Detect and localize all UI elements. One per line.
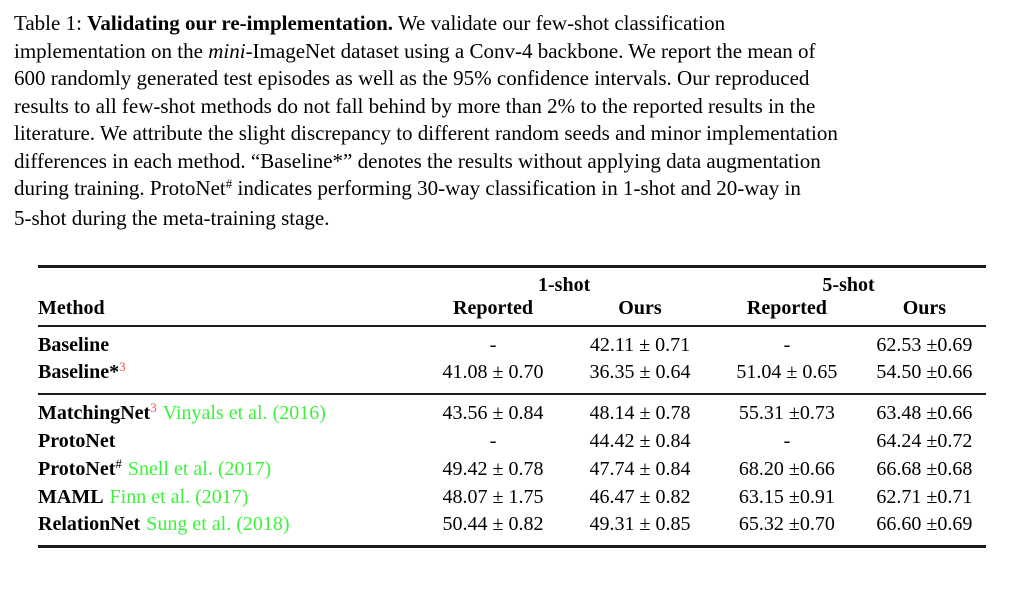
col-header-method: Method: [38, 297, 105, 319]
cell-1shot-reported: 41.08 ± 0.70: [442, 361, 544, 383]
citation-link[interactable]: Snell et al. (2017): [127, 457, 272, 480]
cell-5shot-ours: 66.68 ±0.68: [876, 457, 973, 480]
cell-5shot-ours: 64.24 ±0.72: [876, 429, 973, 452]
cell-5shot-ours: 54.50 ±0.66: [876, 361, 973, 383]
cell-1shot-ours: 47.74 ± 0.84: [589, 457, 691, 480]
cell-1shot-reported: 43.56 ± 0.84: [442, 402, 544, 424]
cell-5shot-ours: 63.48 ±0.66: [876, 402, 973, 424]
cell-1shot-ours: 36.35 ± 0.64: [589, 361, 691, 383]
table-row: ProtoNet# Snell et al. (2017) 49.42 ± 0.7…: [38, 455, 986, 483]
col-header-5shot-ours: Ours: [902, 297, 947, 319]
method-cell: Baseline: [38, 326, 417, 359]
caption-text: implementation on the: [14, 38, 209, 63]
cell-5shot-reported: 65.32 ±0.70: [738, 513, 835, 535]
method-cell: Baseline*3: [38, 359, 417, 394]
cell-5shot-reported: 68.20 ±0.66: [738, 457, 835, 480]
fewshot-methods-row-group: MatchingNet3 Vinyals et al. (2016) 43.56 …: [38, 394, 986, 547]
citation-link[interactable]: Finn et al. (2017): [109, 485, 249, 508]
caption-table-number: Table 1:: [14, 11, 88, 35]
cell-1shot-reported: -: [489, 334, 497, 356]
results-table: 1-shot 5-shot Method Reported Ours Repor…: [38, 265, 986, 548]
cell-5shot-reported: 55.31 ±0.73: [738, 402, 835, 424]
table-group-header-row: 1-shot 5-shot: [38, 267, 986, 298]
table-row: MatchingNet3 Vinyals et al. (2016) 43.56 …: [38, 394, 986, 427]
caption-line: implementation on the mini-ImageNet data…: [14, 38, 1018, 66]
cell-1shot-ours: 46.47 ± 0.82: [589, 485, 691, 508]
cell-1shot-ours: 42.11 ± 0.71: [589, 334, 691, 356]
cell-1shot-reported: 50.44 ± 0.82: [442, 513, 544, 535]
cell-5shot-ours: 62.71 ±0.71: [876, 485, 973, 508]
table-row: Baseline - 42.11 ± 0.71 - 62.53 ±0.69: [38, 326, 986, 359]
method-cell: MAML Finn et al. (2017): [38, 483, 417, 511]
citation-link[interactable]: Sung et al. (2018): [146, 513, 290, 535]
caption-title: Validating our re-implementation.: [87, 11, 394, 35]
col-header-5shot-reported: Reported: [746, 297, 827, 319]
caption-superscript: #: [225, 176, 233, 191]
caption-text: indicates performing 30-way classificati…: [232, 176, 801, 200]
method-superscript: #: [115, 455, 122, 471]
cell-1shot-reported: 49.42 ± 0.78: [442, 457, 544, 480]
cell-5shot-reported: -: [783, 429, 791, 452]
method-name: Baseline: [38, 334, 110, 356]
cell-1shot-ours: 44.42 ± 0.84: [589, 429, 691, 452]
cell-5shot-reported: -: [783, 334, 791, 356]
caption-line: results to all few-shot methods do not f…: [14, 93, 816, 118]
table-row: MAML Finn et al. (2017) 48.07 ± 1.75 46.4…: [38, 483, 986, 511]
caption-line: Table 1: Validating our re-implementatio…: [14, 10, 1018, 38]
caption-text: -ImageNet dataset using a Conv-4 backbon…: [245, 38, 816, 63]
method-name: ProtoNet: [38, 429, 116, 452]
cell-1shot-ours: 49.31 ± 0.85: [589, 513, 691, 535]
caption-line: differences in each method. “Baseline*” …: [14, 148, 821, 173]
method-cell: RelationNet Sung et al. (2018): [38, 511, 417, 547]
method-cell: ProtoNet# Snell et al. (2017): [38, 455, 417, 483]
col-header-1shot-ours: Ours: [618, 297, 662, 319]
table-row: Baseline*3 41.08 ± 0.70 36.35 ± 0.64 51.…: [38, 359, 986, 394]
cell-5shot-ours: 62.53 ±0.69: [876, 334, 973, 356]
cell-1shot-reported: -: [489, 429, 497, 452]
table-row: RelationNet Sung et al. (2018) 50.44 ± 0.…: [38, 511, 986, 547]
caption-text: during training. ProtoNet: [14, 176, 226, 200]
cell-5shot-reported: 51.04 ± 0.65: [736, 361, 838, 383]
caption-line: 5-shot during the meta-training stage.: [14, 205, 330, 230]
cell-5shot-reported: 63.15 ±0.91: [738, 485, 835, 508]
caption-line: 600 randomly generated test episodes as …: [14, 66, 810, 90]
method-name: RelationNet: [38, 513, 141, 535]
group-header-5shot: 5-shot: [822, 274, 875, 296]
caption-text: We validate our few-shot classification: [393, 11, 726, 35]
footnote-superscript[interactable]: 3: [150, 400, 157, 415]
caption-line: literature. We attribute the slight disc…: [14, 121, 838, 145]
table-caption: Table 1: Validating our re-implementatio…: [14, 10, 1018, 232]
citation-link[interactable]: Vinyals et al. (2016): [162, 402, 326, 424]
method-name: MatchingNet: [38, 402, 151, 424]
group-header-1shot: 1-shot: [538, 274, 591, 296]
baseline-row-group: Baseline - 42.11 ± 0.71 - 62.53 ±0.69 Ba…: [38, 326, 986, 394]
cell-5shot-ours: 66.60 ±0.69: [876, 513, 973, 535]
cell-1shot-ours: 48.14 ± 0.78: [589, 402, 691, 424]
cell-1shot-reported: 48.07 ± 1.75: [442, 485, 544, 508]
method-cell: MatchingNet3 Vinyals et al. (2016): [38, 394, 417, 427]
caption-line: during training. ProtoNet# indicates per…: [14, 175, 1018, 205]
method-name: MAML: [38, 485, 104, 508]
method-name: Baseline*: [38, 361, 120, 383]
col-header-1shot-reported: Reported: [453, 297, 534, 319]
table-column-header-row: Method Reported Ours Reported Ours: [38, 297, 986, 326]
method-name: ProtoNet: [38, 457, 116, 480]
caption-dataset-name: mini: [208, 38, 246, 63]
empty-header-cell: [38, 267, 417, 298]
method-cell: ProtoNet: [38, 427, 417, 455]
table-row: ProtoNet - 44.42 ± 0.84 - 64.24 ±0.72: [38, 427, 986, 455]
footnote-superscript[interactable]: 3: [119, 359, 126, 374]
